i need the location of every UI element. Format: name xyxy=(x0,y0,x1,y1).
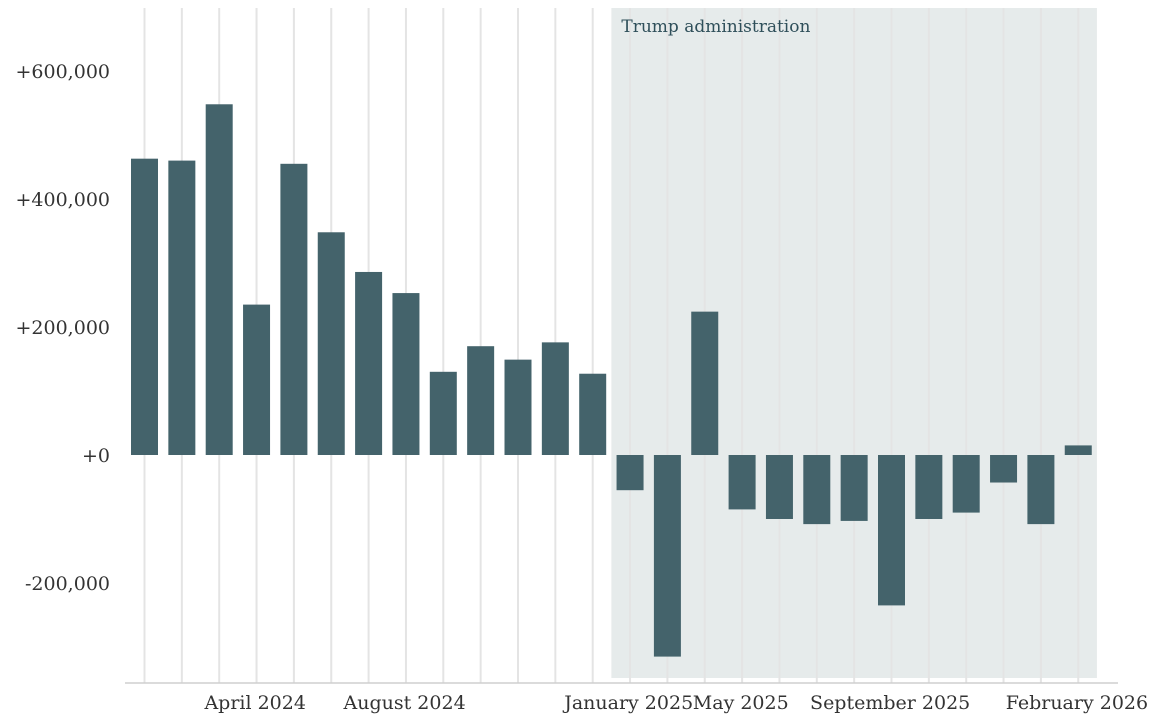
bar xyxy=(541,342,569,455)
y-tick-label: +600,000 xyxy=(16,61,111,83)
bar xyxy=(915,455,943,519)
bar xyxy=(1027,455,1055,525)
bar xyxy=(990,455,1018,483)
bar xyxy=(653,455,681,657)
x-tick-label: February 2026 xyxy=(1006,692,1148,714)
x-tick-label: April 2024 xyxy=(203,692,306,714)
bar xyxy=(840,455,868,521)
y-tick-label: +400,000 xyxy=(16,189,111,211)
bar xyxy=(579,373,607,455)
bar xyxy=(392,293,420,455)
bar xyxy=(616,455,644,491)
bars-layer xyxy=(131,104,1092,657)
x-tick-label: January 2025 xyxy=(562,692,693,714)
bar xyxy=(504,359,532,455)
bar xyxy=(205,104,233,455)
y-tick-label: +0 xyxy=(82,445,110,467)
bar xyxy=(765,455,793,519)
x-tick-label: September 2025 xyxy=(810,692,970,714)
y-tick-label: +200,000 xyxy=(16,317,111,339)
x-tick-label: August 2024 xyxy=(343,692,466,714)
bar xyxy=(317,232,345,455)
bar xyxy=(728,455,756,510)
bar xyxy=(280,163,308,456)
bar xyxy=(467,346,495,455)
x-tick-label: May 2025 xyxy=(693,692,789,714)
bar xyxy=(355,271,383,455)
bar xyxy=(952,455,980,513)
bar xyxy=(878,455,905,606)
shaded-region-label: Trump administration xyxy=(621,17,810,37)
labels-layer: Trump administration +600,000 +400,000 +200… xyxy=(16,17,1149,714)
bar xyxy=(1064,445,1092,455)
bar xyxy=(429,371,457,455)
bar xyxy=(168,160,196,455)
bar xyxy=(131,158,158,455)
bar xyxy=(691,311,719,455)
y-tick-label: -200,000 xyxy=(25,573,110,595)
bar xyxy=(803,455,831,525)
bar xyxy=(243,304,271,455)
